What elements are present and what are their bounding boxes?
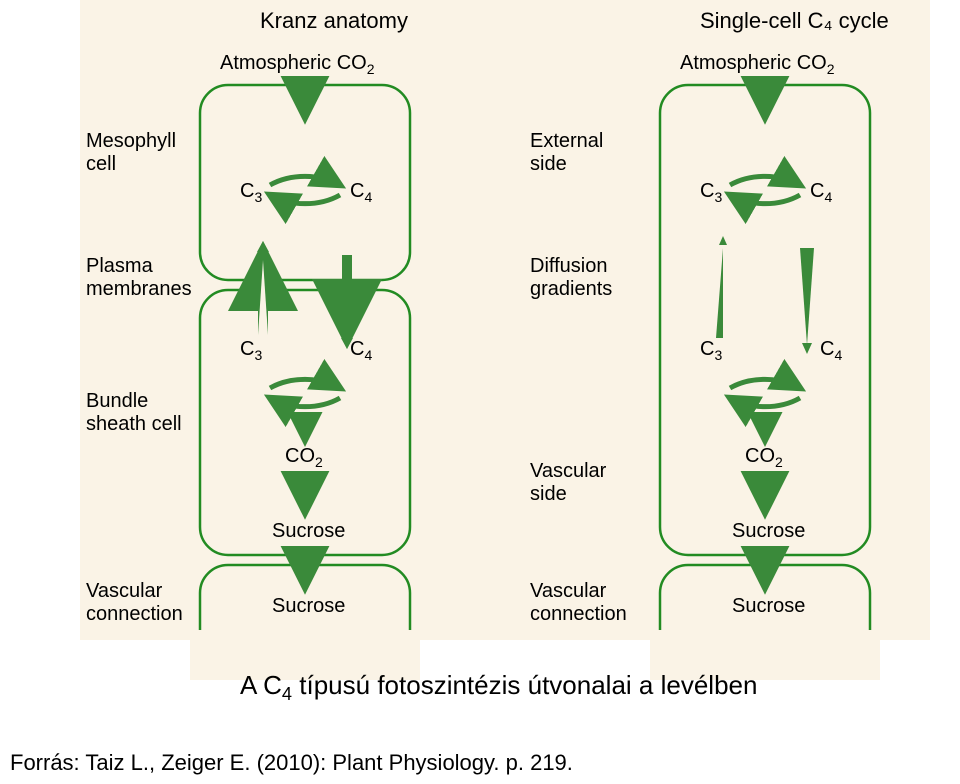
co2-left: CO2 xyxy=(285,445,323,470)
label-diffusion: Diffusiongradients xyxy=(530,255,612,301)
c3-left-top: C3 xyxy=(240,180,262,205)
label-vascular-left: Vascularconnection xyxy=(86,580,183,626)
atm-co2-left: Atmospheric CO2 xyxy=(220,52,375,77)
c3-right-mid: C3 xyxy=(700,338,722,363)
label-vascular-right: Vascularconnection xyxy=(530,580,627,626)
sucrose-left-2: Sucrose xyxy=(272,595,345,618)
label-mesophyll: Mesophyllcell xyxy=(86,130,176,176)
c3-right-top: C3 xyxy=(700,180,722,205)
c4-left-mid: C4 xyxy=(350,338,372,363)
title-kranz: Kranz anatomy xyxy=(260,8,408,33)
label-vascular-side: Vascularside xyxy=(530,460,606,506)
figure-caption: A C4 típusú fotoszintézis útvonalai a le… xyxy=(240,670,757,705)
figure-source: Forrás: Taiz L., Zeiger E. (2010): Plant… xyxy=(10,750,573,776)
label-external: Externalside xyxy=(530,130,603,176)
label-plasma: Plasmamembranes xyxy=(86,255,192,301)
sucrose-left-1: Sucrose xyxy=(272,520,345,543)
c4-right-mid: C4 xyxy=(820,338,842,363)
atm-co2-right: Atmospheric CO2 xyxy=(680,52,835,77)
title-single-cell: Single-cell C₄ cycle xyxy=(700,8,889,33)
co2-right: CO2 xyxy=(745,445,783,470)
c4-right-top: C4 xyxy=(810,180,832,205)
c4-left-top: C4 xyxy=(350,180,372,205)
c3-left-mid: C3 xyxy=(240,338,262,363)
sucrose-right-1: Sucrose xyxy=(732,520,805,543)
sucrose-right-2: Sucrose xyxy=(732,595,805,618)
label-bundle: Bundlesheath cell xyxy=(86,390,182,436)
